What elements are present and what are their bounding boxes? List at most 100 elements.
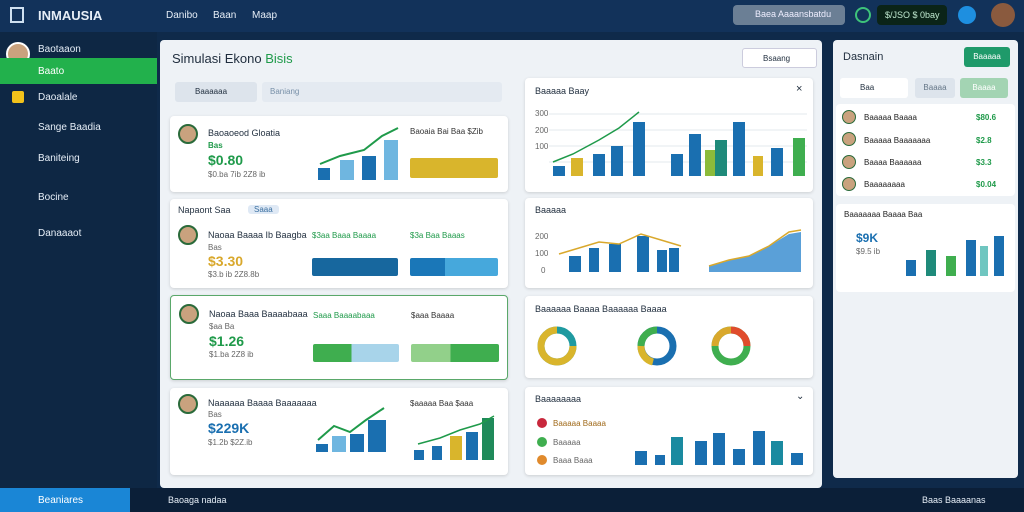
card[interactable]: Naoaa Baaa Baaaabaaa $aa Ba $1.26 $1.ba … (170, 295, 508, 380)
card-sub: $1.2b $2Z.ib (208, 438, 253, 447)
nav-item[interactable]: Baniteing (38, 153, 80, 164)
chart-card[interactable]: Baaaaaa Baaaa Baaaaaa Baaaa (525, 296, 813, 378)
chip[interactable]: Baa (840, 78, 908, 98)
nav-item[interactable]: Daoalale (38, 92, 78, 103)
axis-label: 100 (535, 142, 549, 151)
card-name: Baoaoeod Gloatia (208, 128, 281, 138)
bar-shape (611, 146, 623, 176)
axis-label: 200 (535, 126, 549, 135)
right-panel: Dasnain Baaaaa Baa Baaaa Baaaa Baaaaa Ba… (833, 40, 1018, 478)
bar-chart (635, 431, 803, 465)
nav[interactable]: Danibo (166, 10, 198, 21)
nav-item[interactable]: Danaaaot (38, 228, 82, 239)
bar (313, 344, 399, 362)
close[interactable]: × (796, 83, 803, 95)
card[interactable]: Naaaaaa Baaaa Baaaaaaa Bas $229K $1.2b $… (170, 388, 508, 475)
title-text: Simulasi Ekono (172, 51, 262, 66)
card-sub: $1.ba 2Z8 ib (209, 350, 254, 359)
bar-shape (980, 246, 988, 276)
chart-card[interactable]: Baaaaa Baay × 300 200 100 (525, 78, 813, 192)
card-title: Baaaaaaa Baaaa Baa (844, 210, 923, 219)
bar-shape (926, 250, 936, 276)
bar-shape (571, 158, 583, 176)
bar-shape (482, 418, 494, 460)
nav-item[interactable]: Baato (0, 58, 157, 84)
chart-shape (558, 233, 682, 255)
sort-dropdown[interactable]: Bsaang (742, 48, 817, 68)
card-title: Baaaaa (535, 205, 567, 215)
bar (410, 158, 498, 178)
bar (411, 344, 499, 362)
bar-shape (753, 431, 765, 465)
side-label: Baoaia Bai Baa $Zib (410, 127, 483, 136)
chart-card[interactable]: Baaaaaaaa ⌄ Baaaaa Baaaa Baaaaa Baaa Baa… (525, 387, 813, 475)
avatar (178, 124, 198, 144)
chart-shape (730, 326, 751, 347)
balance[interactable]: $/JSO $ 0bay (877, 5, 947, 25)
mini-chart (318, 127, 399, 180)
side-label: $aaaaa Baa $aaa (410, 399, 474, 408)
card-title: Baaaaaaaa (535, 394, 582, 404)
bar-shape (609, 244, 621, 272)
list-value: $2.8 (976, 136, 992, 145)
chart-shape (637, 345, 655, 366)
chart-shape (708, 229, 802, 267)
list-value: $0.04 (976, 180, 997, 189)
button[interactable]: Baaaaa (964, 47, 1010, 67)
chart-card[interactable]: Baaaaa 200 100 0 (525, 198, 813, 288)
avatar[interactable] (991, 3, 1015, 27)
list-name: Baaaaaaaa (864, 180, 905, 189)
card[interactable]: Napaont Saa Saaa Naoaa Baaaa Ib Baagba B… (170, 199, 508, 288)
legend-item: Baaa Baaa (553, 456, 593, 465)
bar-shape (450, 436, 462, 460)
card-value: $3.30 (208, 253, 244, 269)
chevron[interactable]: ⌄ (796, 391, 805, 402)
bar-shape (332, 436, 346, 452)
bar-shape (362, 156, 376, 180)
legend-item: Baaaaa Baaaa (553, 419, 606, 428)
bar-shape (791, 453, 803, 465)
bottom-bar: Beaniares Baoaga nadaa Baas Baaaanas (0, 488, 1024, 512)
legend-dot (537, 437, 547, 447)
bar-shape (569, 256, 581, 272)
nav-item[interactable]: Bocine (38, 192, 69, 203)
card-tag: Bas (208, 410, 222, 419)
bar-shape (553, 166, 565, 176)
chart-shape (709, 232, 801, 272)
nav-item[interactable]: Sange Baadia (38, 122, 101, 133)
sidebar: Baotaaon Baato Daoalale Sange Baadia Ban… (0, 32, 157, 488)
bar-shape (733, 449, 745, 465)
card-tag: Bas (208, 243, 222, 252)
summary-card: Baaaaaaa Baaaa Baa $9K $9.5 ib (836, 204, 1015, 292)
chart-shape (537, 326, 577, 366)
status-icon[interactable] (855, 7, 871, 23)
list-value: $3.3 (976, 158, 992, 167)
title: Simulasi Ekono Bisis (172, 51, 293, 66)
notif[interactable] (958, 6, 976, 24)
card[interactable]: Baoaoeod Gloatia Bas $0.80 $0.ba 7ib 2Z8… (170, 116, 508, 192)
side-label: $aaa Baaaa (411, 311, 455, 320)
bar-shape (771, 148, 783, 176)
bottom-button[interactable]: Beaniares (0, 488, 130, 512)
axis-label: 100 (535, 249, 549, 258)
bar-shape (316, 444, 328, 452)
filter2[interactable]: Baniang (262, 82, 502, 102)
nav[interactable]: Baan (213, 10, 237, 21)
bar-shape (689, 134, 701, 176)
bar-shape (669, 248, 679, 272)
card-name: Naoaa Baaa Baaaabaaa (209, 309, 308, 319)
nav[interactable]: Maap (252, 10, 278, 21)
bar-shape (733, 122, 745, 176)
chip[interactable]: Baaaa (915, 78, 955, 98)
search[interactable]: Baea Aaaansbatdu (733, 5, 845, 25)
bar-shape (340, 160, 354, 180)
bar-shape (593, 154, 605, 176)
avatar (842, 155, 856, 169)
bar-shape (589, 248, 599, 272)
line-chart (558, 229, 802, 272)
title-accent: Bisis (265, 51, 293, 66)
mini-chart (414, 415, 495, 460)
avatar (178, 394, 198, 414)
chip[interactable]: Baaaa (960, 78, 1008, 98)
filter[interactable]: Baaaaaa (175, 82, 257, 102)
